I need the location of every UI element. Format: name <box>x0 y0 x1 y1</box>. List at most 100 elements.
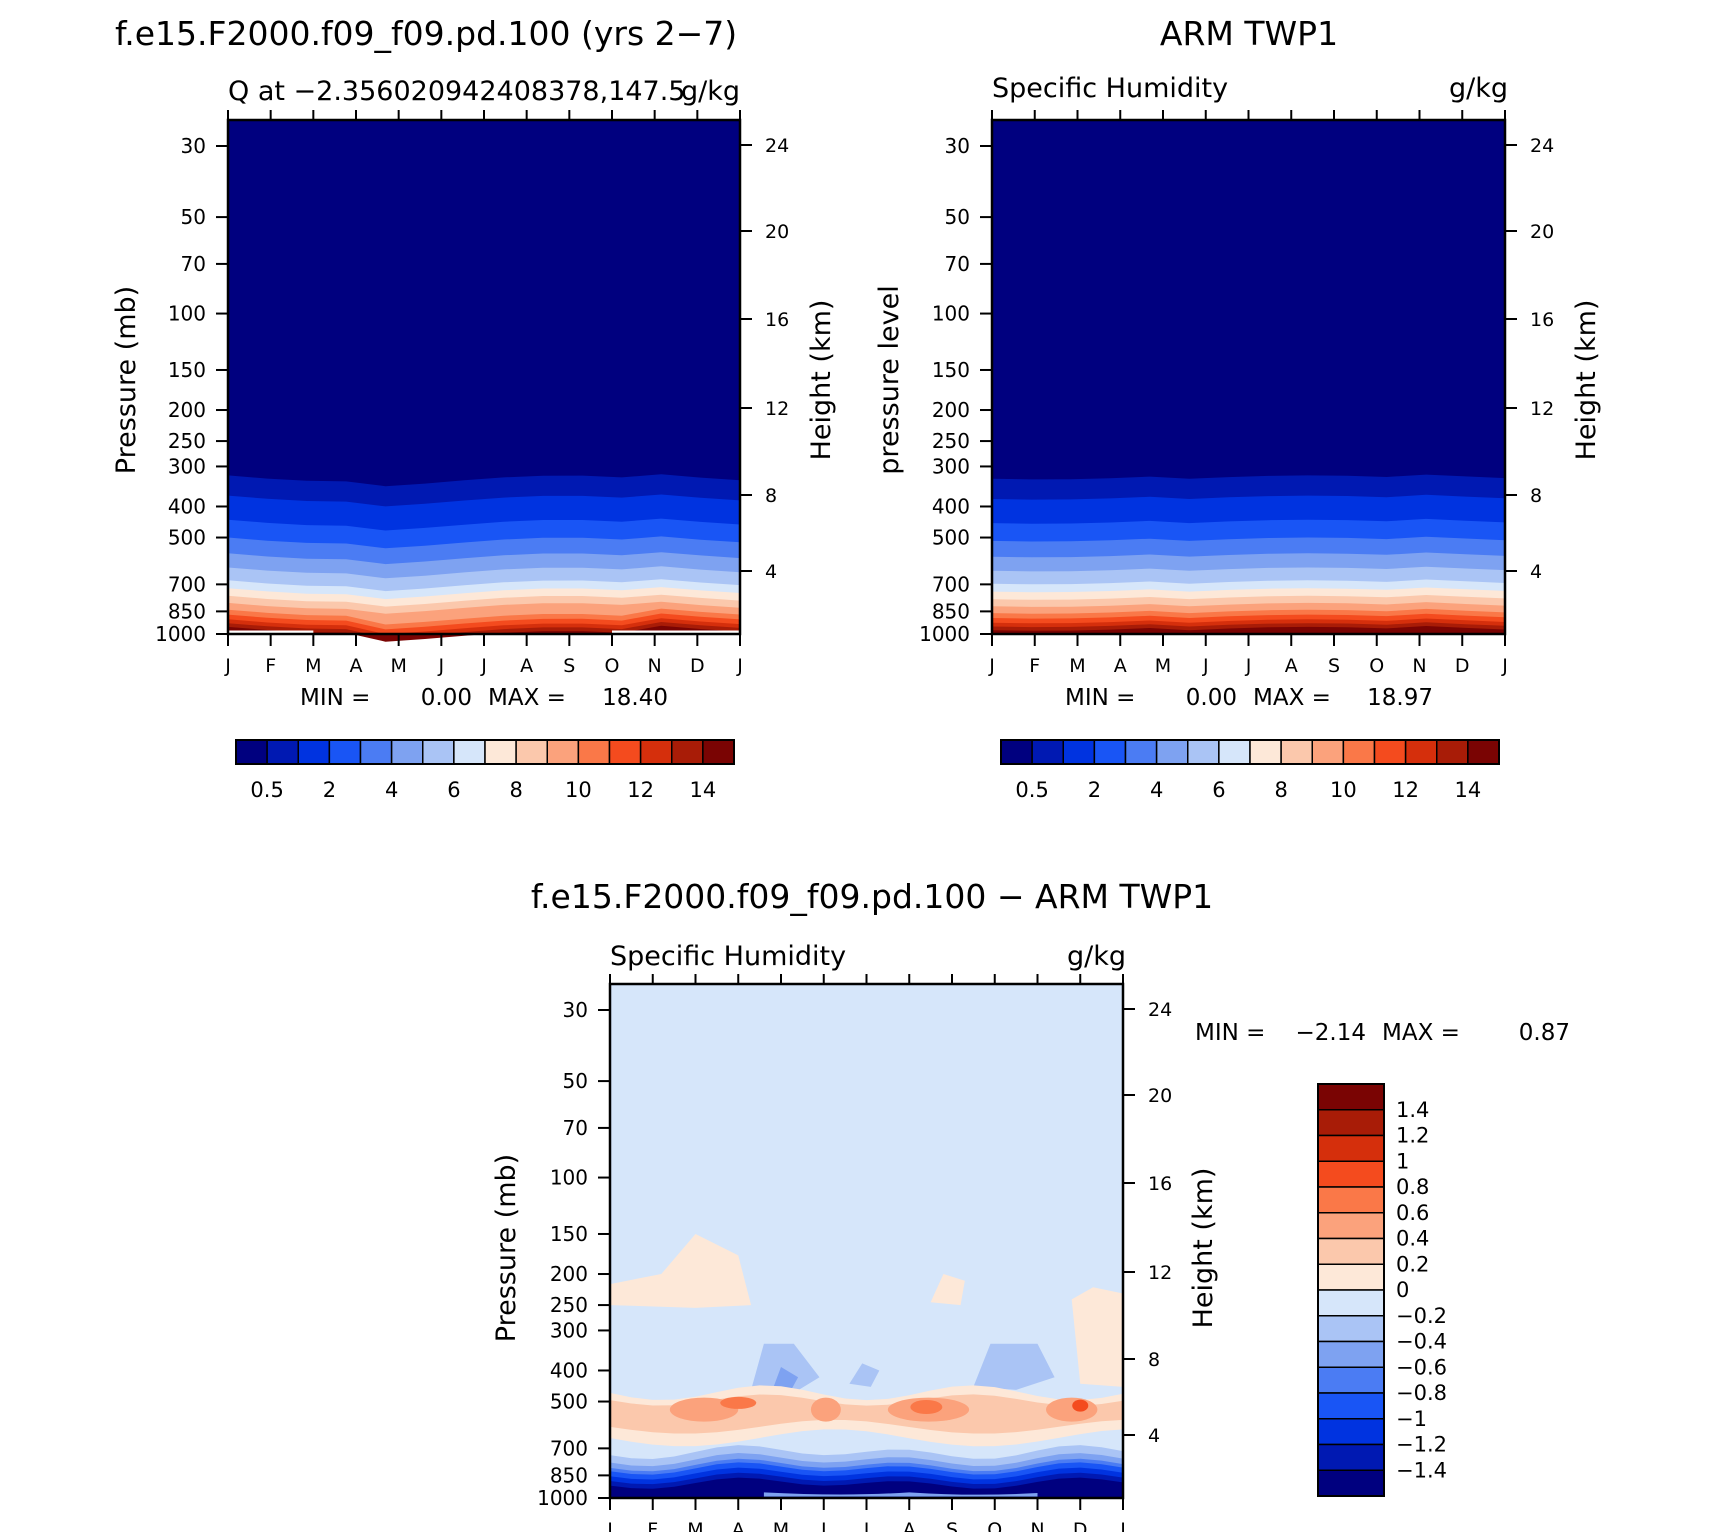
colorbar-label: 12 <box>627 778 654 802</box>
y-tick-label: 500 <box>168 526 206 550</box>
panel-model-units: g/kg <box>681 76 740 107</box>
colorbar-label: 0.6 <box>1396 1201 1429 1225</box>
x-tick-label: J <box>1245 655 1252 677</box>
y-tick-right-label: 24 <box>1530 135 1554 157</box>
colorbar-swatch <box>1317 1186 1385 1214</box>
negative-layer <box>763 1492 1038 1497</box>
panel-diff-ylabel-right: Height (km) <box>1188 1168 1219 1329</box>
colorbar-swatch <box>1317 1263 1385 1291</box>
y-tick-label: 100 <box>932 302 970 326</box>
colorbar-swatch <box>1311 739 1345 765</box>
panel-diff-min-value: −2.14 <box>1296 1020 1366 1046</box>
colorbar-swatch <box>484 739 517 765</box>
x-tick-label: J <box>736 655 743 677</box>
x-tick-label: S <box>946 1519 958 1532</box>
x-tick-label: A <box>1285 655 1298 677</box>
y-tick-label: 50 <box>181 205 206 229</box>
x-tick-label: J <box>224 655 231 677</box>
y-tick-label: 70 <box>563 1116 588 1140</box>
positive-core <box>810 1397 841 1422</box>
colorbar-swatch <box>1000 739 1033 765</box>
panel-model-subtitle: Q at −2.356020942408378,147.5 <box>228 76 685 107</box>
colorbar-swatch <box>1342 739 1376 765</box>
y-tick-right-label: 8 <box>1530 485 1542 507</box>
colorbar-frame <box>1000 739 1500 765</box>
y-tick-label: 300 <box>168 454 206 478</box>
y-tick-label: 50 <box>945 205 970 229</box>
colorbar-swatch <box>390 739 424 765</box>
y-tick-right-label: 16 <box>765 309 789 331</box>
x-tick-label: N <box>1030 1519 1044 1532</box>
colorbar-label: −1.4 <box>1396 1458 1447 1482</box>
colorbar-label: 6 <box>447 778 460 802</box>
colorbar-label: 8 <box>1274 778 1287 802</box>
x-tick-label: D <box>690 655 705 677</box>
colorbar-swatch <box>1031 739 1064 765</box>
colorbar-label: 10 <box>565 778 592 802</box>
colorbar-swatch <box>702 739 735 765</box>
y-tick-label: 300 <box>550 1318 588 1342</box>
colorbar-label: 0.5 <box>1015 778 1048 802</box>
colorbar-swatch <box>1317 1160 1385 1188</box>
x-tick-label: D <box>1073 1519 1088 1532</box>
y-tick-label: 500 <box>550 1390 588 1414</box>
colorbar-swatch <box>266 739 299 765</box>
y-tick-label: 850 <box>168 599 206 623</box>
y-tick-label: 250 <box>550 1293 588 1317</box>
x-tick-label: A <box>1114 655 1127 677</box>
panel-model: f.e15.F2000.f09_f09.pd.100 (yrs 2−7) Q a… <box>111 14 837 802</box>
colorbar-label: 4 <box>385 778 398 802</box>
colorbar-swatch <box>546 739 580 765</box>
colorbar-model: 0.5 2 4 6 8 10 12 14 <box>235 739 735 802</box>
y-tick-label: 200 <box>168 398 206 422</box>
colorbar-label: 0.2 <box>1396 1252 1429 1276</box>
colorbar-label: −1 <box>1396 1407 1427 1431</box>
y-tick-right-label: 24 <box>1148 999 1172 1021</box>
panel-diff-ylabel: Pressure (mb) <box>491 1154 522 1342</box>
y-tick-right-label: 20 <box>1148 1085 1172 1107</box>
y-tick-label: 300 <box>932 454 970 478</box>
y-tick-label: 250 <box>932 429 970 453</box>
positive-region <box>1071 1287 1123 1387</box>
x-tick-label: A <box>350 655 363 677</box>
x-tick-label: J <box>438 655 445 677</box>
colorbar-swatch <box>1317 1315 1385 1343</box>
x-tick-label: O <box>987 1519 1002 1532</box>
colorbar-frame <box>1317 1083 1385 1497</box>
panel-obs-subtitle: Specific Humidity <box>992 73 1228 104</box>
y-tick-right-label: 16 <box>1530 309 1554 331</box>
x-tick-label: J <box>1501 655 1508 677</box>
x-tick-label: S <box>563 655 575 677</box>
x-tick-label: O <box>605 655 620 677</box>
colorbar-diff: 1.41.210.80.60.40.20−0.2−0.4−0.6−0.8−1−1… <box>1317 1083 1447 1497</box>
x-tick-label: N <box>648 655 662 677</box>
panel-model-max-label: MAX = <box>488 685 566 711</box>
y-tick-label: 30 <box>563 998 588 1022</box>
x-tick-label: J <box>863 1519 870 1532</box>
colorbar-swatch <box>608 739 642 765</box>
y-tick-label: 400 <box>932 494 970 518</box>
y-tick-right-label: 20 <box>765 221 789 243</box>
positive-core <box>910 1399 943 1414</box>
x-tick-label: M <box>390 655 406 677</box>
panel-obs-units: g/kg <box>1449 73 1508 104</box>
colorbar-label: −1.2 <box>1396 1433 1447 1457</box>
colorbar-swatch <box>1317 1340 1385 1368</box>
colorbar-swatch <box>1317 1392 1385 1420</box>
y-tick-label: 50 <box>563 1069 588 1093</box>
panel-diff-title: f.e15.F2000.f09_f09.pd.100 − ARM TWP1 <box>531 877 1213 916</box>
y-tick-label: 850 <box>932 599 970 623</box>
colorbar-label: −0.2 <box>1396 1304 1447 1328</box>
y-tick-label: 150 <box>168 358 206 382</box>
colorbar-swatch <box>671 739 704 765</box>
colorbar-swatch <box>328 739 362 765</box>
colorbar-swatch <box>1317 1443 1385 1471</box>
colorbar-swatch <box>1317 1366 1385 1394</box>
colorbar-label: 4 <box>1150 778 1163 802</box>
colorbar-label: 1.4 <box>1396 1098 1429 1122</box>
x-tick-label: M <box>1155 655 1171 677</box>
y-tick-right-label: 16 <box>1148 1173 1172 1195</box>
colorbar-swatch <box>1093 739 1127 765</box>
